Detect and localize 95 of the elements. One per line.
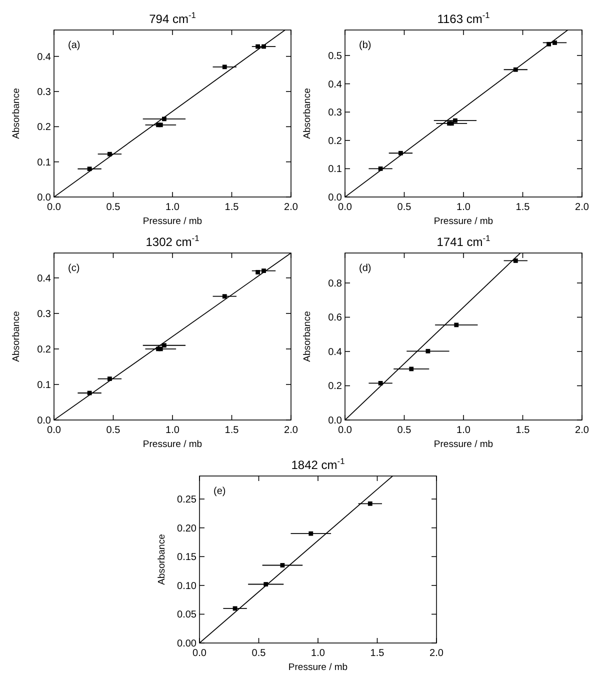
point (222, 64, 227, 70)
x-tick-label: 0.5 (106, 425, 121, 436)
y-tick-label: 0.3 (37, 87, 52, 98)
point (368, 501, 372, 506)
chart-title: 794 cm$^{-1}$ (149, 10, 196, 26)
annotation: (b) (359, 40, 372, 51)
point (107, 152, 112, 156)
x-tick-label: 0.5 (397, 202, 412, 213)
x-tick-label: 1.5 (516, 202, 530, 213)
y-axis-title: Absorbance (302, 311, 313, 362)
y-tick-label: 0.00 (177, 638, 197, 650)
x-tick-label: 0.0 (192, 648, 207, 659)
y-tick-label: 0.0 (37, 192, 52, 204)
point (256, 44, 260, 49)
y-axis-title: Absorbance (11, 311, 22, 362)
y-tick-label: 0.0 (37, 416, 52, 426)
x-tick-label: 2.0 (284, 425, 298, 436)
y-tick-label: 0.6 (328, 312, 342, 324)
x-tick-label: 1.0 (311, 648, 326, 659)
y-axis-title: Absorbance (11, 88, 22, 139)
y-tick-label: 0.4 (37, 273, 52, 284)
y-axis-title: Absorbance (302, 88, 313, 139)
y-tick-label: 0.8 (328, 278, 342, 290)
x-tick-label: 1.0 (456, 425, 471, 436)
x-axis-title: Pressure / mb (288, 662, 348, 673)
x-tick-label: 1.5 (224, 202, 240, 213)
y-tick-label: 0.1 (328, 164, 342, 176)
point (409, 366, 414, 372)
x-tick-label: 1.5 (516, 425, 530, 436)
y-tick-label: 0.05 (177, 610, 197, 621)
point (256, 270, 260, 274)
y-tick-label: 0.2 (37, 122, 52, 134)
point (454, 322, 459, 328)
y-tick-label: 0.4 (328, 79, 342, 90)
chart-title: 1741 cm$^{-1}$ (436, 233, 491, 249)
y-tick-label: 0.0 (328, 192, 342, 204)
y-tick-label: 0.0 (328, 416, 342, 426)
x-tick-label: 2.0 (284, 202, 298, 213)
x-tick-label: 0.0 (47, 202, 62, 213)
y-tick-label: 0.2 (328, 136, 342, 147)
x-tick-label: 0.0 (47, 425, 62, 436)
point (552, 40, 557, 45)
x-axis-title: Pressure / mb (142, 439, 202, 450)
point (453, 118, 458, 123)
x-tick-label: 1.5 (224, 425, 240, 436)
chart-title: 1302 cm$^{-1}$ (146, 233, 200, 249)
x-axis-title: Pressure / mb (434, 439, 494, 450)
point (107, 376, 112, 381)
x-tick-label: 0.0 (338, 425, 352, 436)
x-tick-label: 0.5 (106, 202, 121, 213)
point (232, 606, 238, 611)
x-axis-title: Pressure / mb (434, 216, 494, 227)
point (513, 258, 518, 263)
y-tick-label: 0.2 (328, 381, 342, 392)
point (426, 348, 430, 354)
point (398, 150, 403, 156)
y-tick-label: 0.3 (37, 308, 52, 320)
y-tick-label: 0.25 (177, 494, 197, 506)
point (222, 294, 227, 299)
chart-title: 1163 cm$^{-1}$ (437, 10, 490, 26)
y-tick-label: 0.15 (177, 552, 197, 564)
y-tick-label: 0.10 (177, 580, 197, 592)
point (378, 380, 383, 386)
x-axis-title: Pressure / mb (142, 216, 202, 227)
point (158, 346, 163, 352)
point (449, 121, 454, 126)
x-tick-label: 2.0 (575, 425, 590, 436)
point (87, 166, 92, 172)
y-tick-label: 0.20 (177, 523, 197, 534)
chart-title: 1842 cm$^{-1}$ (291, 456, 346, 472)
y-tick-label: 0.2 (37, 344, 52, 356)
y-tick-label: 0.4 (37, 52, 52, 63)
y-tick-label: 0.4 (328, 346, 342, 358)
y-tick-label: 0.5 (328, 50, 342, 62)
y-tick-label: 0.3 (328, 108, 342, 119)
x-tick-label: 1.0 (166, 202, 180, 213)
x-tick-label: 1.0 (456, 202, 471, 213)
x-tick-label: 2.0 (430, 648, 444, 659)
y-tick-label: 0.1 (37, 157, 52, 168)
point (162, 343, 166, 348)
point (308, 531, 314, 536)
y-axis-title: Absorbance (156, 534, 168, 585)
x-tick-label: 0.5 (252, 648, 266, 659)
annotation: (a) (68, 40, 80, 51)
x-tick-label: 1.5 (370, 648, 385, 659)
point (158, 122, 163, 128)
x-tick-label: 0.0 (338, 202, 352, 213)
point (280, 563, 285, 568)
annotation: (d) (359, 263, 372, 274)
y-tick-label: 0.1 (37, 380, 52, 391)
x-tick-label: 0.5 (397, 425, 412, 436)
annotation: (e) (214, 486, 226, 497)
x-tick-label: 1.0 (166, 425, 180, 436)
x-tick-label: 2.0 (575, 202, 590, 213)
annotation: (c) (68, 263, 80, 274)
